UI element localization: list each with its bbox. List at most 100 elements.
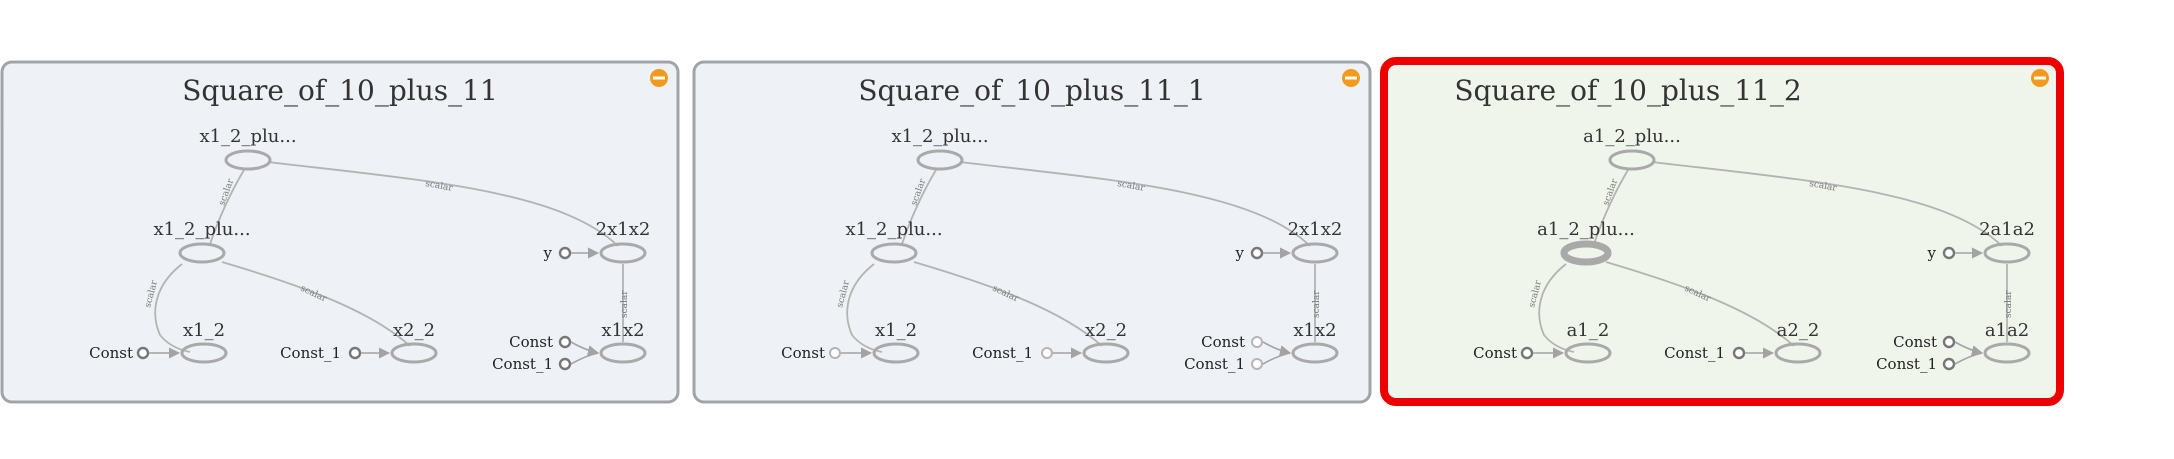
const-label-c2: Const_1 <box>1184 355 1245 373</box>
const-label-c1: Const <box>1893 333 1937 351</box>
node-label-top: x1_2_plu... <box>199 126 296 147</box>
node-label-leaf-a: a1_2 <box>1567 320 1610 341</box>
panel-title: Square_of_10_plus_11_1 <box>858 74 1205 107</box>
panel-background <box>0 60 680 404</box>
const-label-c1: Const <box>509 333 553 351</box>
input-label-y: y <box>1235 244 1245 262</box>
edge-top-to-mid <box>901 169 937 245</box>
node-top[interactable] <box>224 149 272 171</box>
node-top[interactable] <box>1608 149 1656 171</box>
edge-const-to-leaf-c <box>570 352 599 365</box>
node-label-mid: a1_2_plu... <box>1537 219 1635 240</box>
edge-label: scalar <box>1808 179 1838 194</box>
const-label-c2: Const_1 <box>1876 355 1937 373</box>
const-port-b[interactable] <box>348 346 362 360</box>
const-port-a[interactable] <box>136 346 150 360</box>
edge-const-to-leaf-c <box>1262 352 1291 365</box>
node-label-leaf-c: x1x2 <box>601 320 644 341</box>
const-label-a: Const <box>781 344 825 362</box>
panel-title: Square_of_10_plus_11_2 <box>1454 74 1801 107</box>
const-port-b[interactable] <box>1732 346 1746 360</box>
const-port-c2[interactable] <box>1942 357 1956 371</box>
edge-label: scalar <box>1312 290 1322 318</box>
edge-const-to-leaf-c <box>1954 352 1983 365</box>
node-leaf-a[interactable] <box>180 342 228 364</box>
node-leaf-a[interactable] <box>1564 342 1612 364</box>
node-right[interactable] <box>599 242 647 264</box>
node-label-mid: x1_2_plu... <box>153 219 250 240</box>
node-label-leaf-c: a1a2 <box>1985 320 2029 341</box>
const-label-c1: Const <box>1201 333 1245 351</box>
node-leaf-c[interactable] <box>599 342 647 364</box>
edge-const-to-leaf-c <box>1954 341 1984 357</box>
minus-circle-icon[interactable] <box>2031 69 2049 87</box>
minus-circle-icon[interactable] <box>650 69 668 87</box>
edge-const-to-leaf-c <box>570 341 600 357</box>
graph-panel[interactable]: Square_of_10_plus_11 scalar scalar scala… <box>0 60 680 404</box>
graph-panel[interactable]: Square_of_10_plus_11_1 scalar scalar sca… <box>692 60 1372 404</box>
edge-mid-to-leaf-b <box>221 261 411 347</box>
const-label-c2: Const_1 <box>492 355 553 373</box>
edge-top-to-mid <box>1593 169 1629 245</box>
input-port-y[interactable] <box>1250 246 1264 260</box>
node-label-leaf-a: x1_2 <box>875 320 917 341</box>
node-label-top: x1_2_plu... <box>891 126 988 147</box>
const-label-b: Const_1 <box>972 344 1033 362</box>
const-port-a[interactable] <box>829 347 841 359</box>
edge-mid-to-leaf-b <box>913 261 1103 347</box>
node-right[interactable] <box>1291 242 1339 264</box>
const-label-b: Const_1 <box>280 344 341 362</box>
node-mid[interactable] <box>178 242 226 264</box>
const-label-a: Const <box>1473 344 1517 362</box>
node-leaf-c[interactable] <box>1291 342 1339 364</box>
input-label-y: y <box>1927 244 1937 262</box>
edge-top-to-right <box>959 161 1311 247</box>
edge-top-to-right <box>267 161 619 247</box>
node-leaf-c[interactable] <box>1983 342 2031 364</box>
input-port-y[interactable] <box>1942 246 1956 260</box>
node-mid-selected[interactable] <box>1560 240 1612 266</box>
const-port-c2[interactable] <box>1251 358 1263 370</box>
panel-background <box>692 60 1372 404</box>
input-label-y: y <box>543 244 553 262</box>
edge-top-to-mid <box>209 169 245 245</box>
graph-panel-selected[interactable]: Square_of_10_plus_11_2 scalar scalar sca… <box>1380 57 2064 406</box>
node-label-leaf-a: x1_2 <box>183 320 225 341</box>
edge-const-to-leaf-c <box>1262 341 1292 357</box>
node-label-right: 2a1a2 <box>1979 219 2035 240</box>
node-leaf-b[interactable] <box>390 342 438 364</box>
const-label-b: Const_1 <box>1664 344 1725 362</box>
node-label-leaf-c: x1x2 <box>1293 320 1336 341</box>
node-label-right: 2x1x2 <box>596 219 651 240</box>
panel-background <box>1380 57 2064 406</box>
node-mid[interactable] <box>870 242 918 264</box>
const-port-c1[interactable] <box>558 335 572 349</box>
edge-label: scalar <box>2004 290 2014 318</box>
node-label-leaf-b: x2_2 <box>393 320 435 341</box>
node-label-leaf-b: a2_2 <box>1777 320 1820 341</box>
minus-circle-icon[interactable] <box>1342 69 1360 87</box>
edge-mid-to-leaf-b <box>1605 261 1795 347</box>
node-label-top: a1_2_plu... <box>1583 126 1681 147</box>
const-port-c1[interactable] <box>1942 335 1956 349</box>
node-leaf-b[interactable] <box>1082 342 1130 364</box>
node-leaf-b[interactable] <box>1774 342 1822 364</box>
node-top[interactable] <box>916 149 964 171</box>
const-port-c1[interactable] <box>1251 336 1263 348</box>
const-label-a: Const <box>89 344 133 362</box>
edge-label: scalar <box>1116 179 1146 194</box>
edge-top-to-right <box>1651 161 2003 247</box>
edge-label: scalar <box>424 179 454 194</box>
edge-label: scalar <box>620 290 630 318</box>
input-port-y[interactable] <box>558 246 572 260</box>
node-leaf-a[interactable] <box>872 342 920 364</box>
node-label-mid: x1_2_plu... <box>845 219 942 240</box>
panel-title: Square_of_10_plus_11 <box>182 74 498 107</box>
const-port-b[interactable] <box>1041 347 1053 359</box>
node-label-leaf-b: x2_2 <box>1085 320 1127 341</box>
node-right[interactable] <box>1983 242 2031 264</box>
node-label-right: 2x1x2 <box>1288 219 1343 240</box>
const-port-a[interactable] <box>1520 346 1534 360</box>
const-port-c2[interactable] <box>558 357 572 371</box>
